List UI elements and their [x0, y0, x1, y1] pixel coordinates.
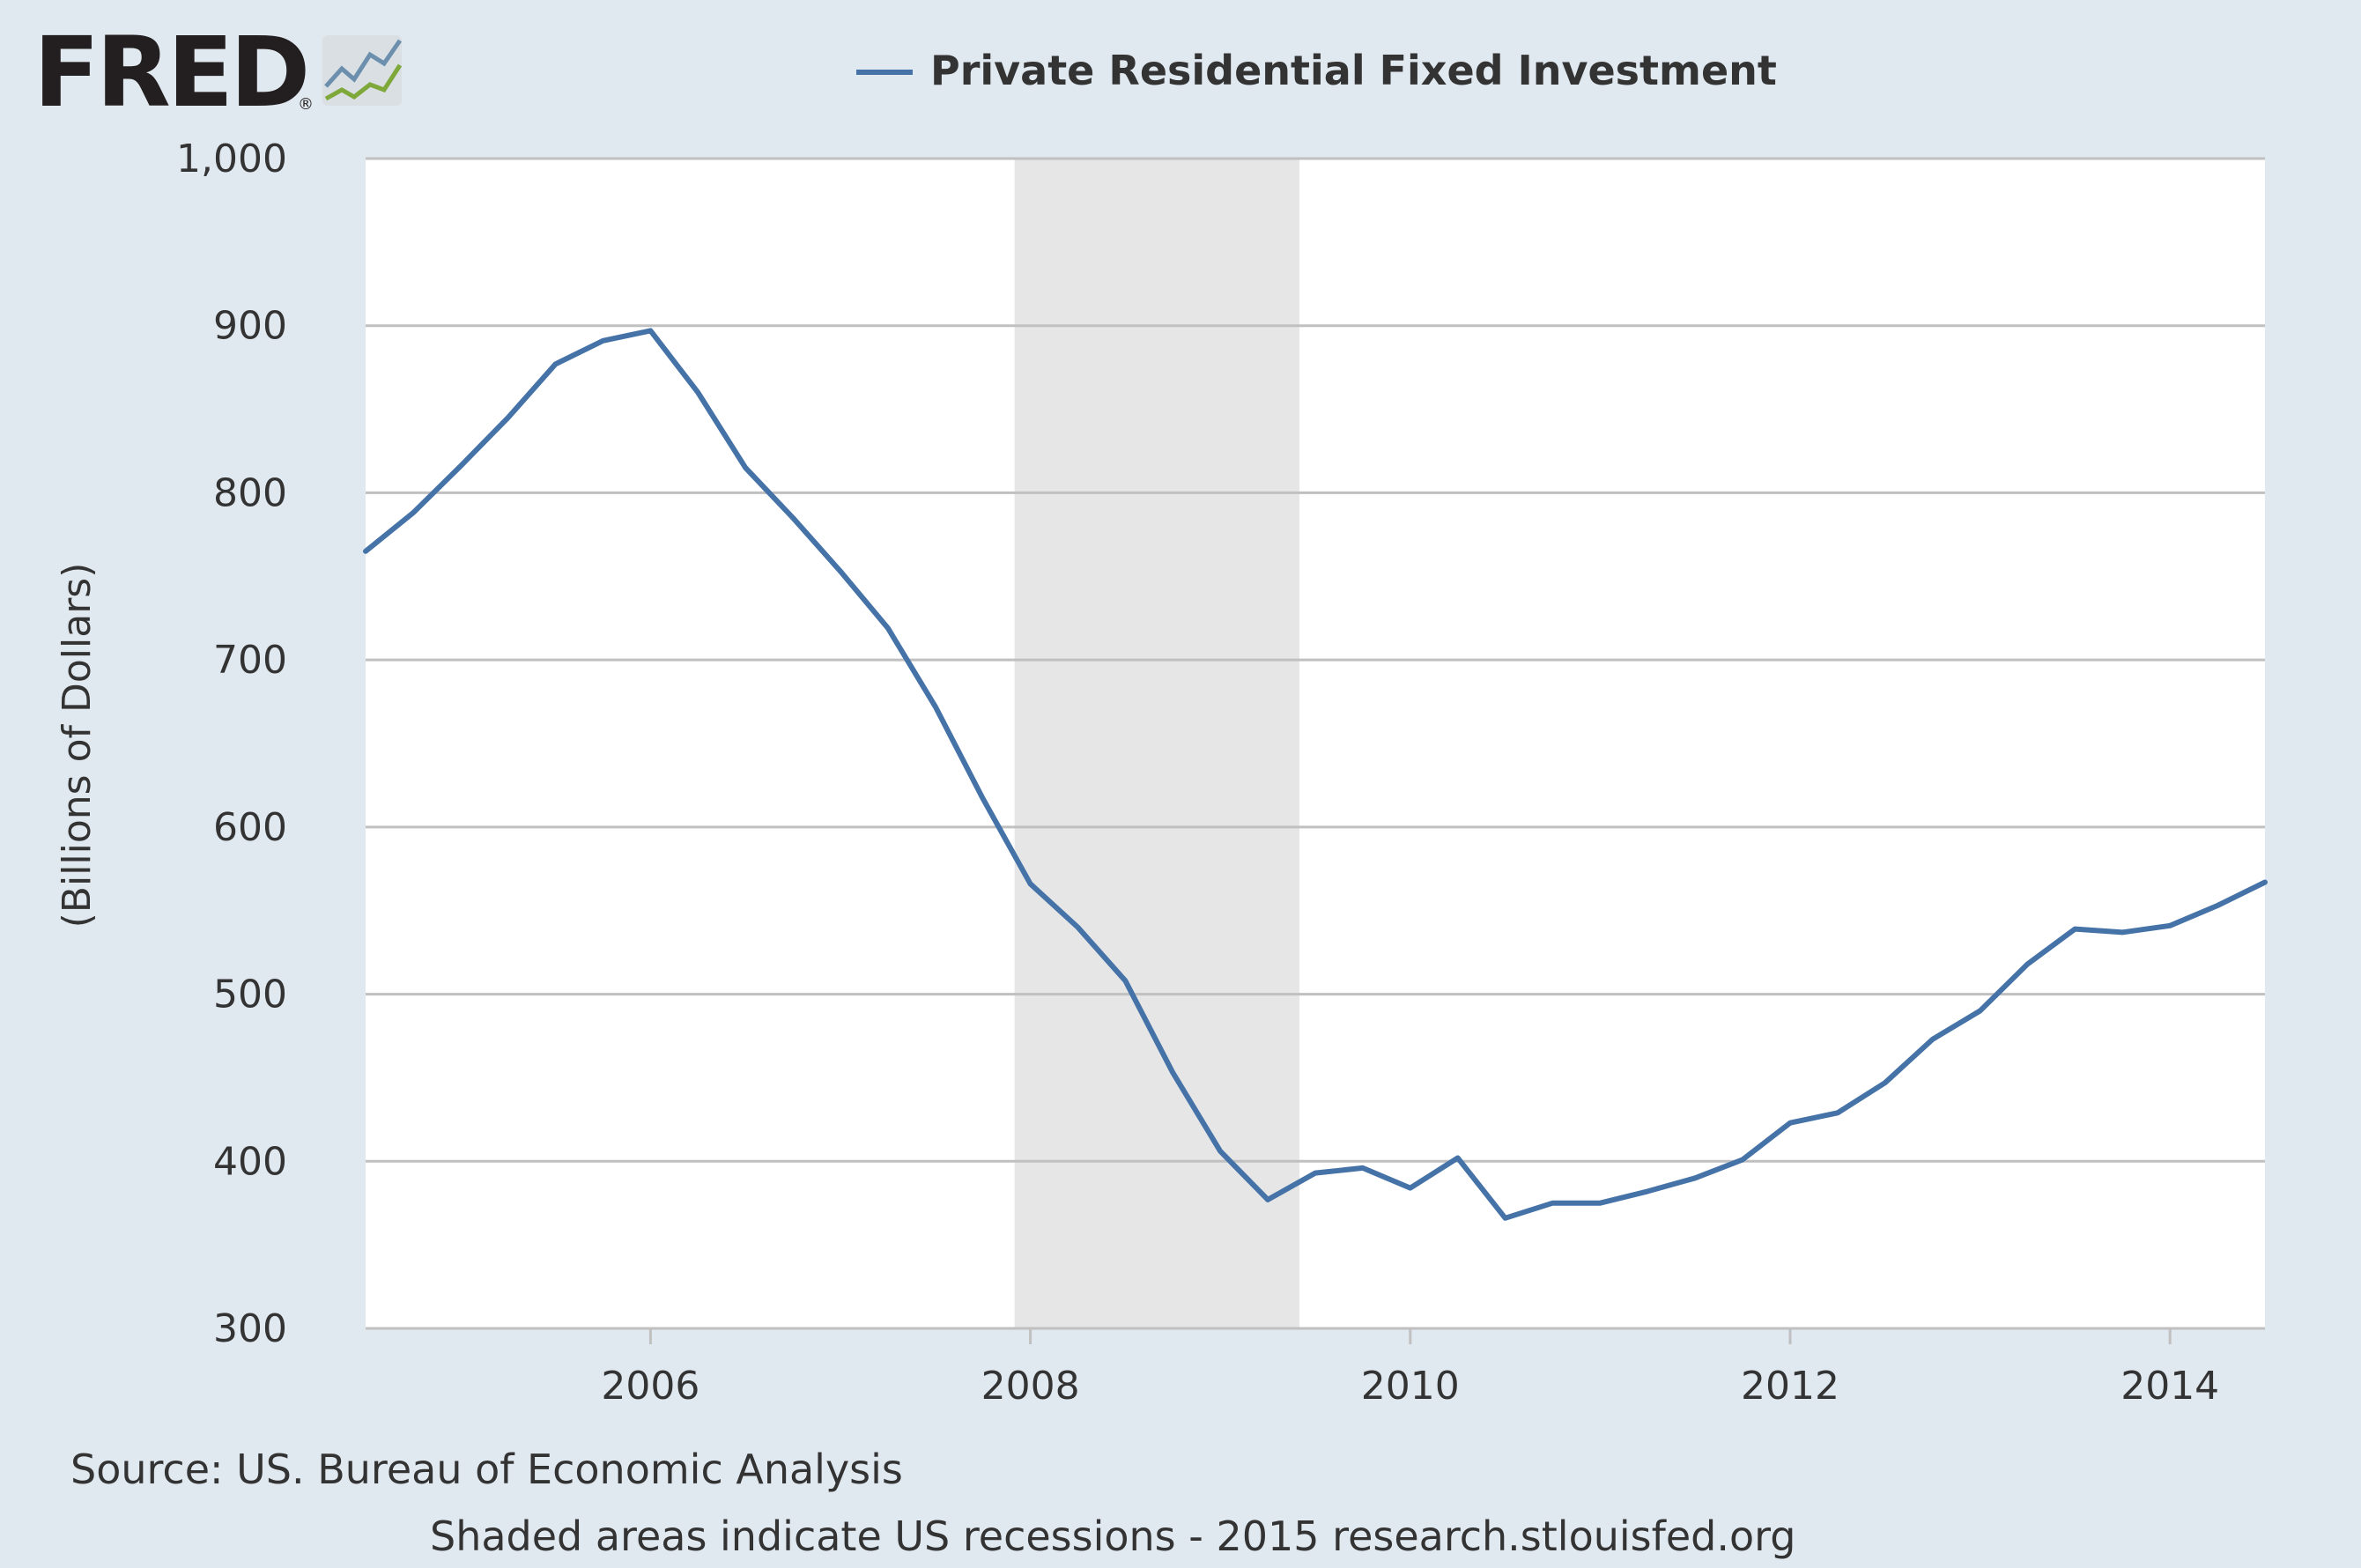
data-point	[1835, 1110, 1840, 1115]
data-point	[1408, 1186, 1413, 1191]
data-point	[648, 328, 653, 333]
x-axis-ticks: 2006 2008 2010 2012 2014	[601, 1328, 2219, 1409]
x-tick-label: 2006	[601, 1364, 699, 1409]
x-tick-label: 2008	[981, 1364, 1080, 1409]
data-point	[1360, 1165, 1366, 1171]
x-tick-label: 2014	[2120, 1364, 2219, 1409]
y-axis-ticks: 300 400 500 600 700 800 900 1,000	[176, 137, 287, 1351]
y-tick-label: 300	[213, 1306, 287, 1351]
data-point	[1313, 1171, 1318, 1176]
data-point	[885, 625, 891, 631]
data-point	[1551, 1201, 1556, 1206]
data-point	[506, 415, 511, 420]
data-point	[553, 361, 559, 366]
source-note: Source: US. Bureau of Economic Analysis	[70, 1446, 903, 1493]
data-point	[1645, 1188, 1650, 1194]
data-point	[838, 569, 843, 574]
plot-background	[366, 159, 2265, 1328]
legend-label: Private Residential Fixed Investment	[930, 47, 1777, 94]
data-point	[2025, 961, 2031, 966]
data-point	[2072, 927, 2077, 932]
y-tick-label: 700	[213, 638, 287, 683]
x-tick-label: 2012	[1741, 1364, 1839, 1409]
x-tick-label: 2010	[1361, 1364, 1460, 1409]
data-point	[1455, 1155, 1461, 1160]
data-point	[2120, 929, 2125, 935]
y-tick-label: 400	[213, 1139, 287, 1184]
data-point	[1787, 1121, 1793, 1126]
gridlines	[366, 157, 2265, 1163]
data-point	[1692, 1175, 1698, 1180]
y-tick-label: 800	[213, 470, 287, 515]
data-point	[1028, 881, 1033, 886]
data-point	[981, 796, 986, 802]
data-point	[2215, 903, 2220, 908]
data-point	[411, 510, 416, 515]
recession-shading	[1014, 159, 1300, 1328]
y-tick-label: 600	[213, 805, 287, 850]
data-point	[933, 704, 938, 709]
y-tick-label: 1,000	[176, 137, 287, 181]
data-point	[695, 390, 700, 396]
legend: Private Residential Fixed Investment	[856, 47, 1777, 94]
fred-logo-registered: ®	[298, 95, 314, 114]
data-point	[743, 465, 748, 470]
data-point	[1930, 1037, 1935, 1042]
data-point	[2262, 879, 2268, 884]
data-point	[1218, 1149, 1223, 1154]
fred-logo-text: FRED	[33, 16, 307, 129]
fred-logo: FRED ®	[33, 16, 403, 129]
fred-logo-chart-icon	[322, 35, 403, 106]
data-point	[2167, 923, 2172, 928]
data-point	[1740, 1157, 1745, 1162]
data-point	[1503, 1216, 1508, 1221]
data-point	[1122, 978, 1128, 983]
data-point	[363, 549, 368, 554]
data-point	[601, 338, 606, 344]
y-tick-label: 500	[213, 973, 287, 1017]
data-point	[1883, 1080, 1888, 1085]
data-point	[1076, 925, 1081, 930]
recession-note: Shaded areas indicate US recessions - 20…	[430, 1513, 1795, 1560]
series-line-private-residential-fixed-investment	[363, 328, 2268, 1221]
data-point	[1265, 1197, 1270, 1202]
data-point	[1597, 1201, 1602, 1206]
data-point	[1170, 1070, 1175, 1076]
y-axis-title: (Billions of Dollars)	[55, 563, 100, 928]
data-point	[458, 463, 463, 469]
data-point	[790, 515, 796, 521]
y-tick-label: 900	[213, 304, 287, 349]
data-point	[1978, 1009, 1983, 1014]
